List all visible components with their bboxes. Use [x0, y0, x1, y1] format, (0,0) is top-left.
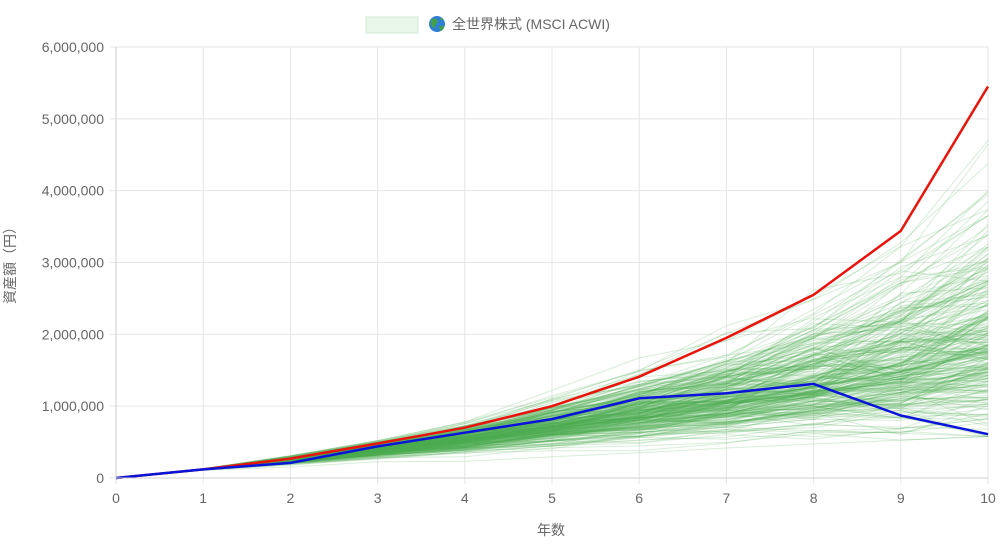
- highlight-series: [115, 85, 990, 480]
- simulation-path: [115, 341, 989, 479]
- y-tick-label: 5,000,000: [42, 111, 104, 127]
- globe-icon: [429, 16, 445, 32]
- legend-swatch: [365, 16, 419, 34]
- x-tick-label: 2: [287, 490, 295, 506]
- y-tick-label: 0: [96, 470, 104, 486]
- simulation-path: [115, 367, 989, 479]
- simulation-path: [115, 351, 989, 479]
- series-line-2: [115, 382, 989, 480]
- simulation-path: [115, 371, 989, 479]
- simulation-path: [115, 311, 989, 479]
- simulation-path: [115, 215, 989, 479]
- x-tick-label: 1: [199, 490, 207, 506]
- simulation-path: [115, 334, 989, 479]
- simulation-path: [115, 343, 989, 479]
- x-tick-label: 5: [548, 490, 556, 506]
- x-tick-label: 3: [374, 490, 382, 506]
- axes: 0 1,000,000 2,000,000 3,000,000 4,000,000 5,0…: [42, 39, 996, 506]
- x-tick-label: 7: [723, 490, 731, 506]
- simulation-path: [115, 372, 989, 479]
- simulation-path: [115, 364, 989, 479]
- series-line-1: [115, 85, 990, 480]
- simulation-path: [115, 364, 989, 479]
- simulation-path: [115, 381, 989, 479]
- simulation-path: [115, 341, 989, 479]
- simulation-path: [115, 350, 989, 479]
- x-tick-label: 0: [112, 490, 120, 506]
- y-tick-label: 4,000,000: [42, 183, 104, 199]
- x-tick-label: 10: [980, 490, 996, 506]
- grid-lines: [110, 46, 989, 484]
- y-tick-label: 2,000,000: [42, 326, 104, 342]
- simulation-path: [115, 436, 989, 479]
- simulation-path: [115, 357, 989, 479]
- simulation-path: [115, 365, 989, 479]
- simulation-path: [115, 192, 989, 479]
- x-tick-label: 4: [461, 490, 469, 506]
- simulation-path: [115, 355, 989, 479]
- simulation-path: [115, 144, 989, 479]
- simulation-path: [115, 347, 989, 479]
- x-axis-title: 年数: [537, 522, 565, 538]
- x-tick-label: 8: [810, 490, 818, 506]
- legend[interactable]: 全世界株式 (MSCI ACWI): [365, 16, 610, 34]
- y-tick-label: 6,000,000: [42, 39, 104, 55]
- simulation-path: [115, 349, 989, 479]
- simulation-path: [115, 347, 989, 479]
- simulation-path: [115, 391, 989, 479]
- simulation-path: [115, 355, 989, 479]
- simulation-path: [115, 373, 989, 479]
- simulation-path: [115, 380, 989, 479]
- simulation-path: [115, 348, 989, 479]
- legend-label: 全世界株式 (MSCI ACWI): [452, 16, 610, 32]
- simulation-path: [115, 385, 989, 479]
- y-tick-label: 1,000,000: [42, 398, 104, 414]
- simulation-path: [115, 371, 989, 479]
- y-tick-label: 3,000,000: [42, 255, 104, 271]
- simulation-path: [115, 215, 989, 479]
- simulation-path: [115, 355, 989, 479]
- simulation-path: [115, 339, 989, 479]
- simulation-path: [115, 370, 989, 479]
- simulation-path: [115, 429, 989, 479]
- simulation-path: [115, 140, 989, 479]
- simulation-path: [115, 358, 989, 479]
- simulation-path: [115, 356, 989, 479]
- simulation-path: [115, 163, 989, 479]
- simulation-path: [115, 194, 989, 479]
- y-axis-title: 資産額（円）: [2, 220, 18, 304]
- simulation-path: [115, 433, 989, 479]
- simulation-path: [115, 317, 989, 479]
- x-tick-label: 9: [897, 490, 905, 506]
- simulation-path: [115, 209, 989, 479]
- x-tick-label: 6: [635, 490, 643, 506]
